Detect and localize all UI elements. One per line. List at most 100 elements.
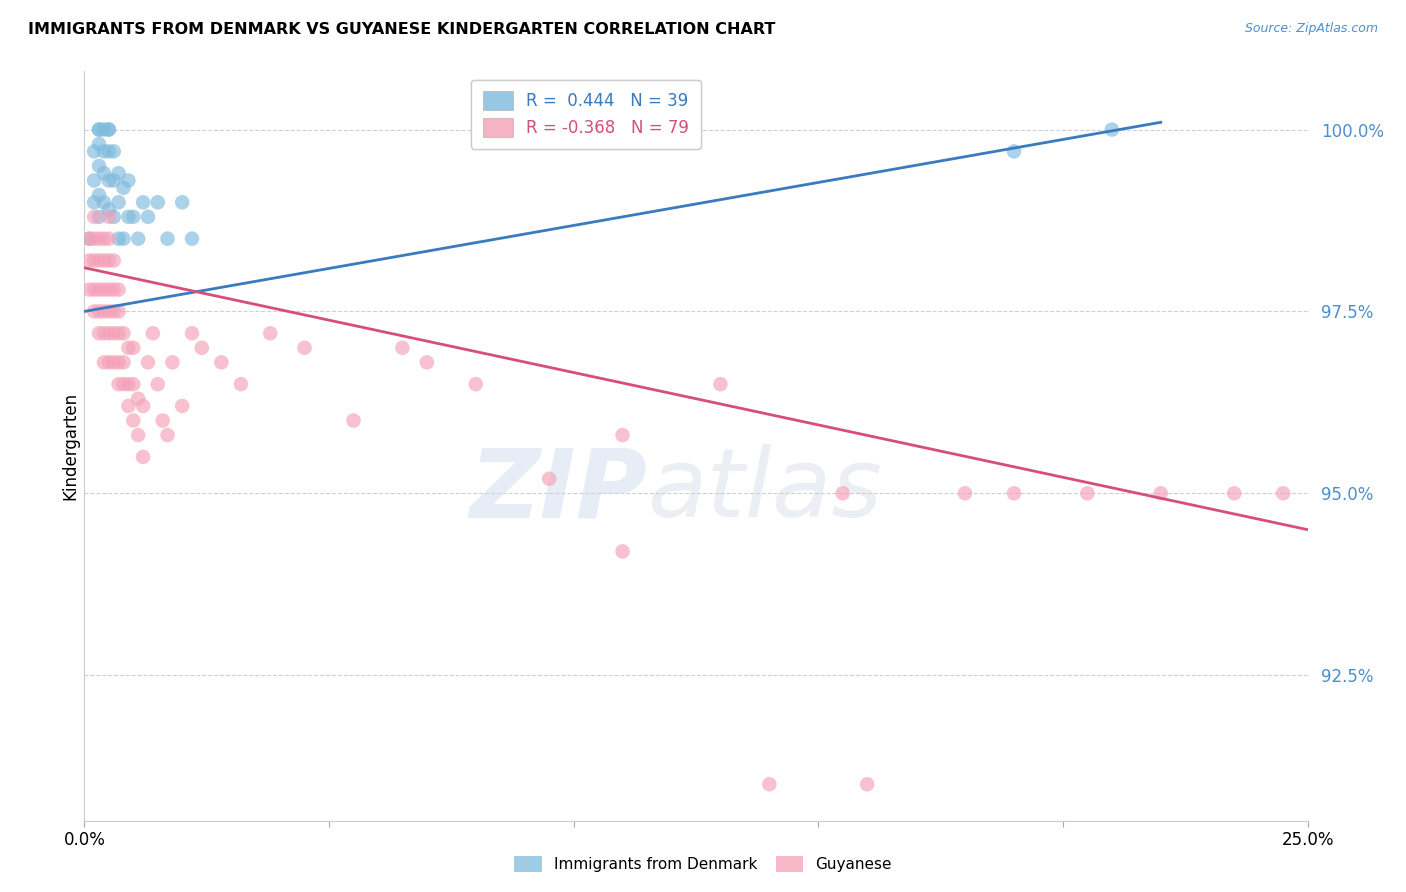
Point bbox=[93, 166, 115, 180]
Point bbox=[83, 145, 105, 159]
Point bbox=[112, 326, 135, 341]
Point bbox=[97, 122, 120, 136]
Point bbox=[162, 355, 184, 369]
Point bbox=[112, 180, 135, 194]
Point bbox=[107, 283, 129, 297]
Point bbox=[87, 326, 110, 341]
Point bbox=[181, 232, 204, 246]
Point bbox=[107, 195, 129, 210]
Point bbox=[93, 122, 115, 136]
Point bbox=[181, 326, 204, 341]
Point bbox=[93, 232, 115, 246]
Point bbox=[156, 232, 179, 246]
Point bbox=[97, 232, 120, 246]
Point bbox=[103, 173, 125, 187]
Point bbox=[122, 341, 145, 355]
Point bbox=[132, 195, 155, 210]
Point bbox=[77, 232, 100, 246]
Point bbox=[112, 377, 135, 392]
Point bbox=[83, 173, 105, 187]
Point bbox=[103, 210, 125, 224]
Point bbox=[172, 195, 194, 210]
Point bbox=[464, 377, 486, 392]
Point bbox=[107, 377, 129, 392]
Point bbox=[87, 232, 110, 246]
Point bbox=[612, 544, 634, 558]
Point bbox=[97, 202, 120, 217]
Point bbox=[127, 428, 149, 442]
Point bbox=[97, 210, 120, 224]
Point bbox=[538, 472, 561, 486]
Point bbox=[93, 355, 115, 369]
Point bbox=[87, 137, 110, 152]
Point bbox=[259, 326, 281, 341]
Point bbox=[87, 159, 110, 173]
Point bbox=[112, 232, 135, 246]
Point bbox=[156, 428, 179, 442]
Point bbox=[831, 486, 853, 500]
Point bbox=[612, 428, 634, 442]
Text: ZIP: ZIP bbox=[470, 444, 647, 538]
Point bbox=[152, 413, 174, 427]
Text: atlas: atlas bbox=[647, 444, 882, 538]
Text: IMMIGRANTS FROM DENMARK VS GUYANESE KINDERGARTEN CORRELATION CHART: IMMIGRANTS FROM DENMARK VS GUYANESE KIND… bbox=[28, 22, 776, 37]
Point bbox=[122, 210, 145, 224]
Point bbox=[87, 210, 110, 224]
Point bbox=[136, 210, 159, 224]
Point bbox=[97, 173, 120, 187]
Legend: Immigrants from Denmark, Guyanese: Immigrants from Denmark, Guyanese bbox=[506, 848, 900, 880]
Point bbox=[87, 188, 110, 202]
Point bbox=[97, 283, 120, 297]
Point bbox=[93, 145, 115, 159]
Point bbox=[87, 122, 110, 136]
Point bbox=[87, 253, 110, 268]
Point bbox=[132, 450, 155, 464]
Point bbox=[122, 413, 145, 427]
Point bbox=[107, 232, 129, 246]
Point bbox=[97, 304, 120, 318]
Point bbox=[93, 326, 115, 341]
Point bbox=[142, 326, 165, 341]
Point bbox=[209, 355, 232, 369]
Point bbox=[391, 341, 413, 355]
Point bbox=[93, 283, 115, 297]
Point bbox=[83, 210, 105, 224]
Point bbox=[122, 377, 145, 392]
Point bbox=[127, 232, 149, 246]
Point bbox=[416, 355, 439, 369]
Point bbox=[191, 341, 214, 355]
Point bbox=[117, 173, 139, 187]
Point bbox=[1101, 122, 1123, 136]
Point bbox=[83, 304, 105, 318]
Point bbox=[856, 777, 879, 791]
Point bbox=[117, 341, 139, 355]
Point bbox=[97, 355, 120, 369]
Point bbox=[107, 326, 129, 341]
Point bbox=[103, 304, 125, 318]
Point bbox=[172, 399, 194, 413]
Point bbox=[117, 210, 139, 224]
Point bbox=[107, 355, 129, 369]
Point bbox=[294, 341, 316, 355]
Point bbox=[758, 777, 780, 791]
Point bbox=[1223, 486, 1246, 500]
Point bbox=[103, 145, 125, 159]
Point bbox=[709, 377, 731, 392]
Point bbox=[97, 145, 120, 159]
Point bbox=[1150, 486, 1173, 500]
Point bbox=[136, 355, 159, 369]
Point bbox=[77, 283, 100, 297]
Point bbox=[87, 304, 110, 318]
Point bbox=[103, 283, 125, 297]
Point bbox=[146, 377, 169, 392]
Point bbox=[93, 304, 115, 318]
Point bbox=[97, 326, 120, 341]
Y-axis label: Kindergarten: Kindergarten bbox=[62, 392, 80, 500]
Point bbox=[112, 355, 135, 369]
Point bbox=[83, 253, 105, 268]
Point bbox=[77, 253, 100, 268]
Point bbox=[103, 326, 125, 341]
Point bbox=[87, 122, 110, 136]
Point bbox=[93, 253, 115, 268]
Point bbox=[83, 195, 105, 210]
